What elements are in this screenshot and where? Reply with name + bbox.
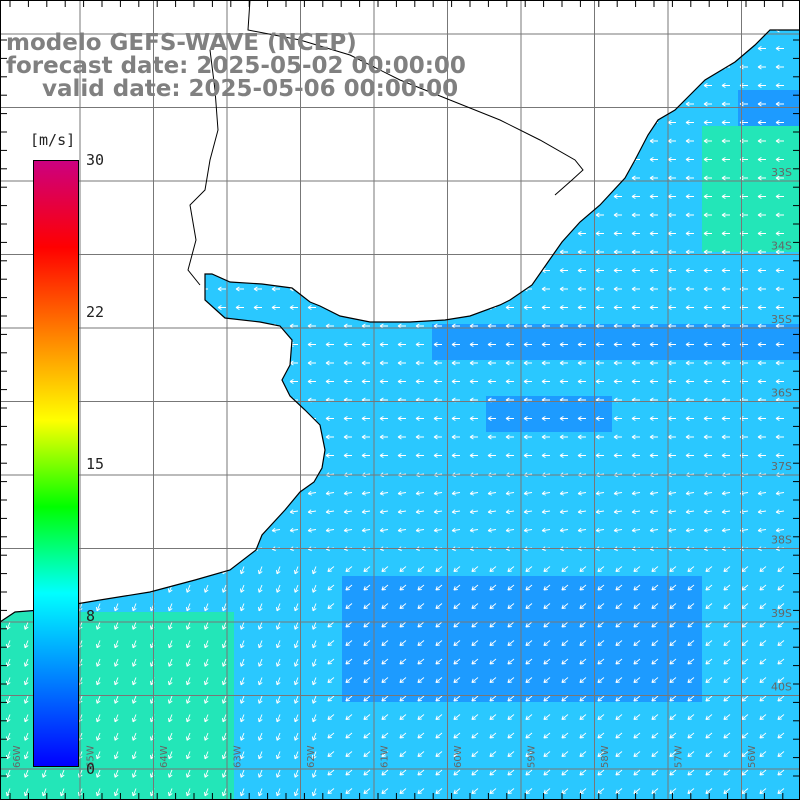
longitude-label: 56W [747, 745, 758, 768]
latitude-label: 35S [771, 313, 792, 326]
longitude-label: 66W [12, 745, 23, 768]
longitude-label: 65W [86, 745, 97, 768]
land-top [0, 0, 800, 28]
title-model: modelo GEFS-WAVE (NCEP) [6, 30, 357, 56]
latitude-label: 37S [771, 460, 792, 473]
land-mass [0, 0, 800, 622]
colorbar-tick-30: 30 [86, 151, 105, 169]
longitude-label: 64W [159, 745, 170, 768]
latitude-label: 36S [771, 387, 792, 400]
longitude-label: 60W [453, 745, 464, 768]
colorbar [33, 160, 79, 767]
colorbar-tick-15: 15 [86, 455, 105, 473]
latitude-label: 38S [771, 534, 792, 547]
border-line-2 [247, 0, 584, 196]
longitude-label: 57W [674, 745, 685, 768]
latitude-labels: 33S 34S 35S 36S 37S 38S 39S 40S [771, 166, 792, 694]
colorbar-tick-22: 22 [86, 303, 105, 321]
latitude-label: 34S [771, 240, 792, 253]
latitude-label: 39S [771, 607, 792, 620]
longitude-labels: 66W65W64W63W62W61W60W59W58W57W56W55W [12, 745, 758, 768]
border-line [187, 49, 219, 286]
longitude-label: 62W [306, 745, 317, 768]
latitude-label: 33S [771, 166, 792, 179]
title-valid-date: valid date: 2025-05-06 00:00:00 [42, 76, 459, 102]
latitude-label: 40S [771, 681, 792, 694]
colorbar-tick-0: 0 [86, 760, 96, 778]
coastline [0, 29, 800, 623]
longitude-label: 59W [527, 745, 538, 768]
longitude-label: 58W [600, 745, 611, 768]
colorbar-unit: [m/s] [30, 131, 76, 149]
colorbar-tick-8: 8 [86, 607, 96, 625]
longitude-label: 61W [380, 745, 391, 768]
longitude-label: 63W [233, 745, 244, 768]
title-forecast-date: forecast date: 2025-05-02 00:00:00 [6, 53, 466, 79]
